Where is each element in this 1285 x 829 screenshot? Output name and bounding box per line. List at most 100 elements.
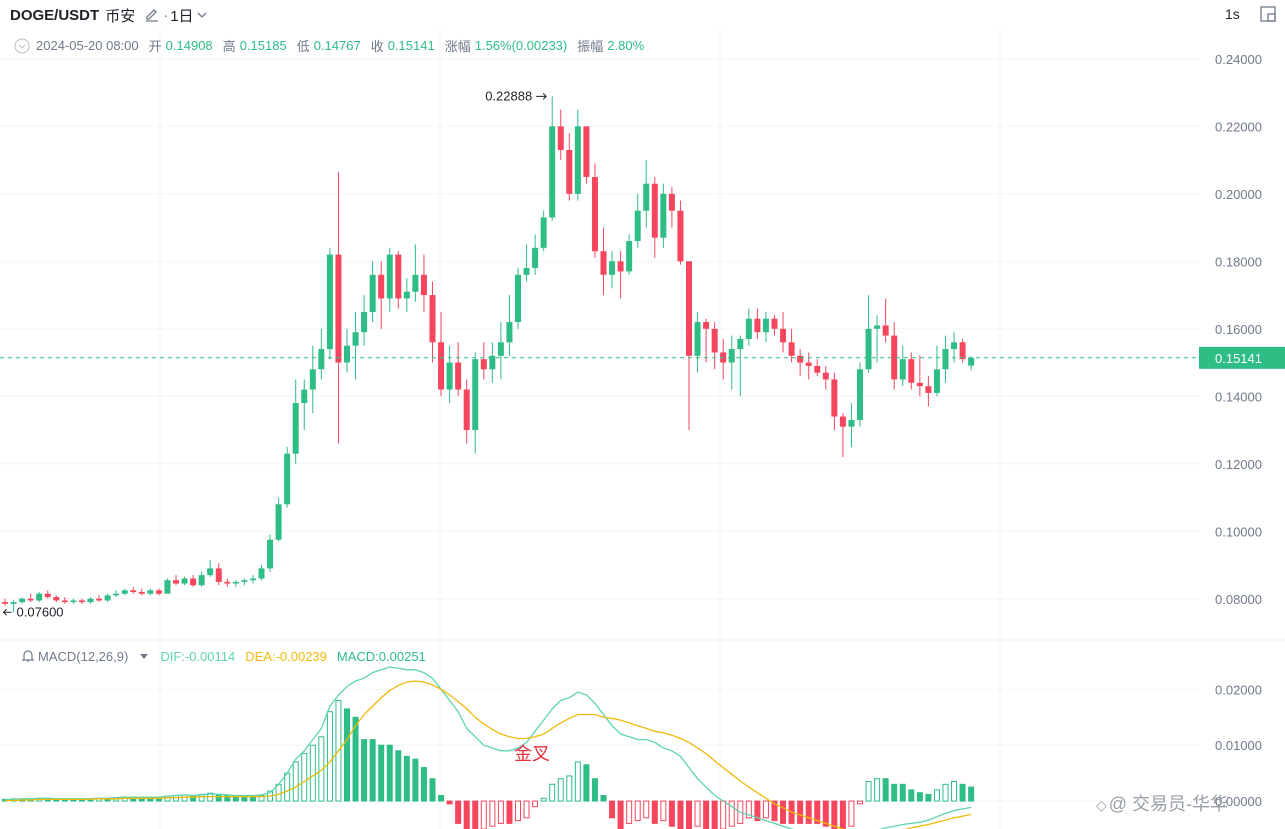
candle-body bbox=[634, 210, 641, 242]
macd-bar bbox=[241, 796, 248, 802]
candle-body bbox=[70, 600, 77, 603]
y-tick-label: 0.20000 bbox=[1215, 187, 1262, 202]
candle-body bbox=[831, 379, 838, 417]
candle-body bbox=[583, 126, 590, 177]
macd-bar bbox=[249, 796, 256, 802]
bell-icon[interactable] bbox=[20, 648, 36, 664]
candle-body bbox=[480, 359, 487, 370]
candle-body bbox=[455, 362, 462, 390]
y-tick-label: 0.18000 bbox=[1215, 254, 1262, 269]
chevron[interactable] bbox=[196, 9, 208, 21]
macd-bar bbox=[326, 711, 333, 802]
macd-bar bbox=[344, 708, 350, 802]
interval[interactable]: 1日 bbox=[170, 7, 194, 25]
collapse-icon[interactable] bbox=[14, 38, 30, 54]
candle-body bbox=[301, 389, 308, 404]
candle-body bbox=[2, 602, 8, 604]
macd-bar bbox=[942, 783, 949, 802]
speed[interactable]: 1s bbox=[1225, 6, 1240, 22]
macd-bar bbox=[626, 800, 633, 824]
macd-bar bbox=[762, 800, 769, 819]
macd-bar bbox=[497, 800, 504, 824]
candle-body bbox=[515, 274, 521, 323]
macd-bar bbox=[797, 800, 804, 824]
candle-body bbox=[44, 593, 51, 598]
macd-bar bbox=[617, 800, 624, 829]
macd-bar bbox=[583, 764, 590, 802]
candle-body bbox=[369, 274, 376, 312]
macd-bar bbox=[463, 800, 470, 829]
candle-body bbox=[737, 338, 744, 350]
datetime: 2024-05-20 08:00 bbox=[36, 38, 139, 53]
candle-body bbox=[420, 274, 427, 296]
macd-bar bbox=[215, 793, 222, 802]
candle-body bbox=[318, 349, 325, 370]
dropdown[interactable] bbox=[138, 650, 150, 662]
macd-bar bbox=[703, 800, 710, 829]
macd-bar bbox=[600, 794, 607, 802]
candle-body bbox=[814, 365, 821, 373]
candle-body bbox=[925, 386, 932, 393]
candle-body bbox=[181, 578, 188, 584]
macd-bar bbox=[352, 716, 359, 802]
low-label: 0.07600 bbox=[17, 604, 64, 619]
field-label: 低 bbox=[296, 39, 310, 54]
macd-bar bbox=[959, 783, 966, 802]
candle-body bbox=[745, 318, 752, 339]
candle-body bbox=[429, 295, 436, 343]
macd-bar bbox=[395, 750, 402, 802]
candle-body bbox=[258, 568, 265, 579]
macd-bar bbox=[848, 800, 855, 827]
candle-body bbox=[138, 592, 145, 594]
macd-bar bbox=[549, 783, 556, 802]
candle-body bbox=[933, 369, 940, 393]
edit-icon[interactable] bbox=[143, 6, 161, 24]
macd-bar bbox=[865, 781, 872, 802]
low-arrow bbox=[2, 608, 12, 616]
macd-bar bbox=[438, 794, 445, 802]
macd-bar bbox=[668, 800, 675, 827]
macd-bar bbox=[771, 800, 778, 822]
candle-body bbox=[361, 311, 368, 333]
candle-body bbox=[446, 362, 453, 390]
candle-body bbox=[762, 318, 769, 333]
candle-body bbox=[839, 416, 846, 427]
macd-bar bbox=[745, 800, 752, 819]
candle-body bbox=[275, 504, 282, 540]
candle-body bbox=[412, 274, 419, 292]
macd-bar bbox=[857, 800, 863, 805]
candle-body bbox=[78, 600, 85, 603]
symbol[interactable]: DOGE/USDT bbox=[10, 6, 100, 24]
macd-bar bbox=[403, 755, 410, 802]
candle-body bbox=[686, 261, 692, 356]
field-value: 0.15185 bbox=[239, 38, 287, 53]
candle-body bbox=[848, 419, 855, 427]
field-label: 高 bbox=[222, 39, 236, 54]
y-tick-label: 0.02000 bbox=[1215, 682, 1262, 697]
macd-line bbox=[5, 680, 972, 829]
candle-body bbox=[771, 318, 778, 329]
candle-body bbox=[591, 176, 598, 252]
macd-bar bbox=[660, 800, 667, 822]
macd-bar bbox=[694, 800, 701, 827]
last-price-label: 0.15141 bbox=[1215, 351, 1262, 366]
macd-bar bbox=[378, 744, 385, 802]
y-tick-label: 0.01000 bbox=[1215, 738, 1262, 753]
macd-bar bbox=[506, 800, 513, 824]
candle-body bbox=[173, 580, 179, 584]
y-tick-label: 0.16000 bbox=[1215, 322, 1262, 337]
candle-body bbox=[326, 254, 333, 350]
macd-bar bbox=[574, 761, 581, 802]
last-price-tag bbox=[1199, 346, 1285, 369]
candle-body bbox=[532, 247, 539, 269]
candle-body bbox=[104, 595, 111, 601]
y-tick-label: 0.24000 bbox=[1215, 52, 1262, 67]
candle-body bbox=[284, 453, 291, 505]
candle-body bbox=[942, 349, 949, 370]
layout-icon[interactable] bbox=[1258, 4, 1278, 24]
y-tick-label: 0.14000 bbox=[1215, 389, 1262, 404]
macd-bar bbox=[754, 800, 761, 822]
macd-bar bbox=[822, 800, 829, 827]
